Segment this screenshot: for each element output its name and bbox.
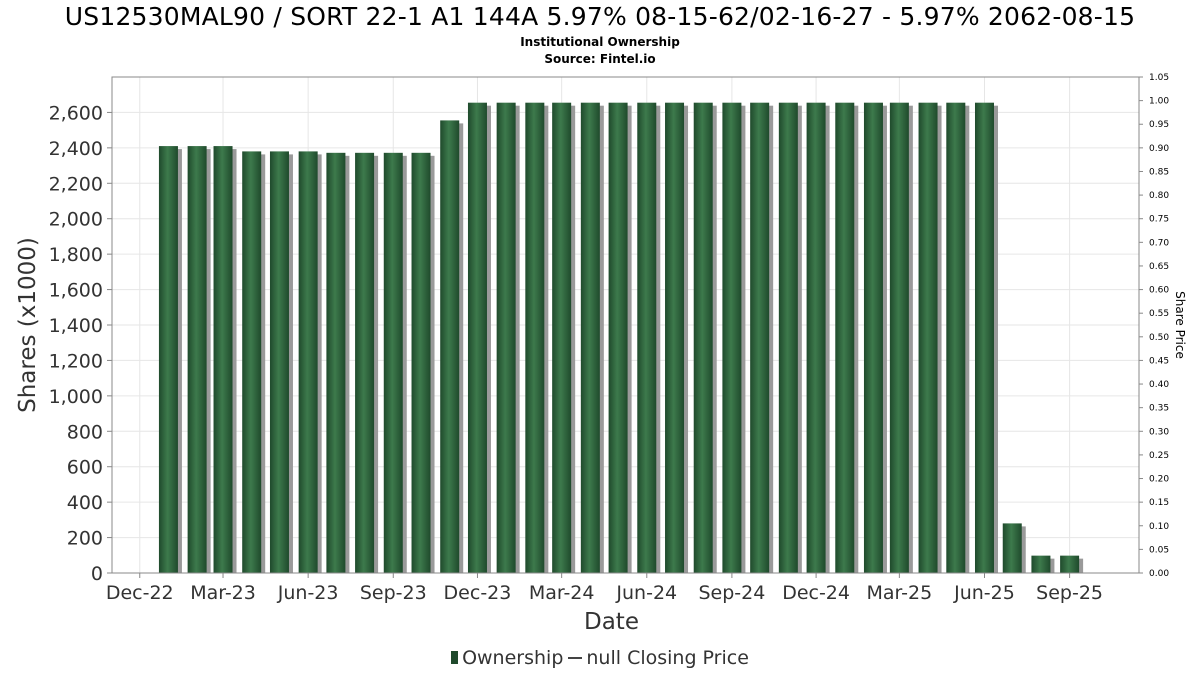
y-tick-label: 200 bbox=[67, 528, 103, 550]
y-tick-label: 400 bbox=[67, 492, 103, 514]
y-axis-label: Shares (x1000) bbox=[15, 237, 41, 413]
ownership-bar bbox=[298, 151, 318, 573]
chart-title: US12530MAL90 / SORT 22-1 A1 144A 5.97% 0… bbox=[64, 2, 1136, 31]
ownership-bar bbox=[213, 146, 233, 574]
x-tick-label: Dec-24 bbox=[782, 582, 850, 604]
y2-tick-label: 0.75 bbox=[1149, 215, 1169, 225]
x-tick-label: Mar-23 bbox=[190, 582, 256, 604]
ownership-bar bbox=[467, 102, 487, 573]
y2-tick-label: 0.10 bbox=[1149, 522, 1169, 532]
ownership-bar bbox=[411, 152, 431, 573]
y2-tick-label: 0.25 bbox=[1149, 451, 1169, 461]
ownership-bar bbox=[608, 102, 628, 573]
y2-tick-label: 0.85 bbox=[1149, 167, 1169, 177]
ownership-bar bbox=[187, 146, 207, 574]
ownership-bar bbox=[326, 152, 346, 573]
y2-tick-label: 0.60 bbox=[1149, 286, 1169, 296]
ownership-bar bbox=[835, 102, 855, 573]
y2-tick-label: 0.95 bbox=[1149, 120, 1169, 130]
y-tick-label: 600 bbox=[67, 457, 103, 479]
ownership-bar bbox=[974, 102, 994, 573]
ownership-bar bbox=[665, 102, 685, 573]
ownership-bar bbox=[383, 152, 403, 573]
y-tick-label: 1,200 bbox=[49, 350, 103, 372]
y2-tick-label: 0.35 bbox=[1149, 404, 1169, 414]
ownership-legend-swatch bbox=[451, 651, 459, 664]
y2-tick-label: 0.90 bbox=[1149, 144, 1169, 154]
ownership-bar bbox=[889, 102, 909, 573]
x-tick-label: Sep-23 bbox=[360, 582, 427, 604]
x-tick-label: Jun-23 bbox=[277, 582, 339, 604]
y-tick-label: 800 bbox=[67, 421, 103, 443]
x-axis-label: Date bbox=[584, 609, 639, 635]
y-tick-label: 1,400 bbox=[49, 315, 103, 337]
plot-border bbox=[111, 76, 1140, 574]
y2-tick-label: 0.55 bbox=[1149, 309, 1169, 319]
y-tick-label: 1,600 bbox=[49, 280, 103, 302]
y2-tick-label: 0.45 bbox=[1149, 356, 1169, 366]
ownership-bar bbox=[637, 102, 657, 573]
y2-axis-label: Share Price bbox=[1173, 291, 1187, 359]
ownership-bar bbox=[525, 102, 545, 573]
ownership-bar bbox=[778, 102, 798, 573]
y-tick-label: 2,200 bbox=[49, 173, 103, 195]
y2-tick-label: 0.20 bbox=[1149, 475, 1169, 485]
ownership-bar bbox=[946, 102, 966, 573]
y2-tick-label: 0.70 bbox=[1149, 238, 1169, 248]
chart-source: Source: Fintel.io bbox=[544, 52, 656, 66]
y2-tick-label: 0.30 bbox=[1149, 427, 1169, 437]
y2-tick-label: 1.00 bbox=[1149, 97, 1169, 107]
y-tick-label: 1,000 bbox=[49, 386, 103, 408]
ownership-bar bbox=[693, 102, 713, 573]
price-legend-label: null Closing Price bbox=[586, 646, 749, 669]
ownership-bar bbox=[242, 151, 262, 573]
x-tick-label: Sep-25 bbox=[1036, 582, 1103, 604]
ownership-bar bbox=[580, 102, 600, 573]
chart-subtitle: Institutional Ownership bbox=[520, 35, 680, 49]
y2-tick-label: 0.65 bbox=[1149, 262, 1169, 272]
ownership-bar bbox=[269, 151, 289, 573]
x-tick-label: Sep-24 bbox=[698, 582, 765, 604]
ownership-bar bbox=[496, 102, 516, 573]
y-tick-label: 1,800 bbox=[49, 244, 103, 266]
ownership-bar bbox=[918, 102, 938, 573]
y2-tick-label: 0.80 bbox=[1149, 191, 1169, 201]
y2-tick-label: 0.40 bbox=[1149, 380, 1169, 390]
y2-tick-label: 0.15 bbox=[1149, 498, 1169, 508]
y2-tick-label: 0.00 bbox=[1149, 569, 1169, 579]
chart-legend: Ownership null Closing Price bbox=[0, 646, 1200, 669]
ownership-bar bbox=[552, 102, 572, 573]
y-tick-label: 2,400 bbox=[49, 138, 103, 160]
x-tick-label: Jun-25 bbox=[953, 582, 1015, 604]
y2-tick-label: 0.05 bbox=[1149, 545, 1169, 555]
ownership-bar bbox=[1060, 555, 1080, 573]
y-tick-label: 2,600 bbox=[49, 102, 103, 124]
y2-tick-label: 1.05 bbox=[1149, 73, 1169, 83]
ownership-bar bbox=[355, 152, 375, 573]
y2-tick-label: 0.50 bbox=[1149, 333, 1169, 343]
ownership-chart: 0 200 400 600 800 1,000 1,200 1,400 1,600 1,800 2,… bbox=[15, 73, 1187, 635]
ownership-bar bbox=[1031, 555, 1051, 573]
x-tick-label: Dec-22 bbox=[106, 582, 174, 604]
ownership-bar bbox=[806, 102, 826, 573]
x-tick-label: Dec-23 bbox=[444, 582, 512, 604]
ownership-bar bbox=[440, 120, 460, 574]
ownership-bar bbox=[1002, 523, 1022, 573]
ownership-bar bbox=[158, 146, 178, 574]
ownership-legend-label: Ownership bbox=[462, 646, 564, 669]
x-tick-label: Jun-24 bbox=[615, 582, 677, 604]
ownership-bar bbox=[722, 102, 742, 573]
price-legend-swatch bbox=[568, 656, 583, 659]
x-tick-label: Mar-25 bbox=[867, 582, 933, 604]
ownership-bar bbox=[863, 102, 883, 573]
y-tick-label: 0 bbox=[91, 563, 103, 585]
y-tick-label: 2,000 bbox=[49, 209, 103, 231]
x-tick-label: Mar-24 bbox=[529, 582, 595, 604]
ownership-bar bbox=[750, 102, 770, 573]
